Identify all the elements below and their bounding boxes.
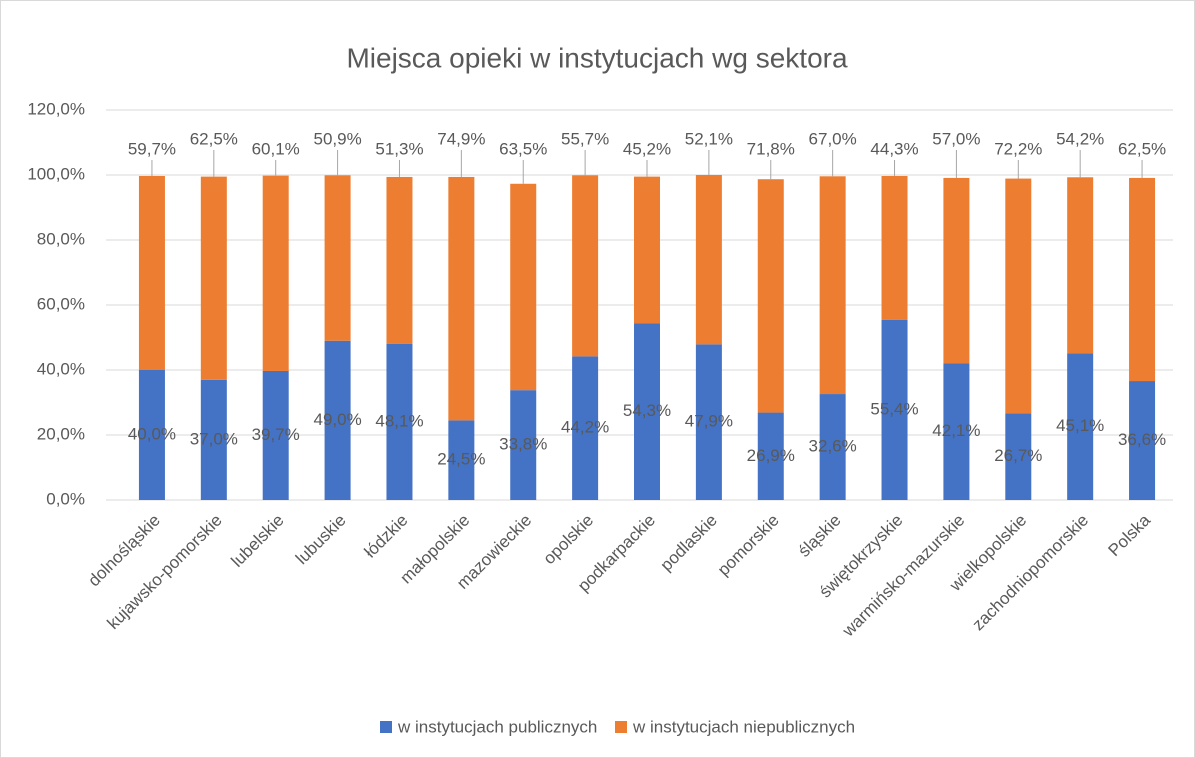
bar-segment — [943, 177, 970, 364]
bar-segment — [695, 175, 722, 345]
data-label: 67,0% — [809, 129, 857, 148]
bar-segment — [200, 379, 227, 500]
data-label: 55,4% — [870, 399, 918, 418]
data-label: 72,2% — [994, 139, 1042, 158]
bar-segment — [510, 390, 537, 500]
bar-segment — [757, 412, 784, 500]
y-tick-label: 100,0% — [27, 164, 85, 183]
bar-segment — [386, 343, 413, 500]
y-tick-label: 60,0% — [37, 294, 85, 313]
bar-segment — [572, 356, 599, 500]
chart-title: Miejsca opieki w instytucjach wg sektora — [346, 42, 848, 73]
data-label: 24,5% — [437, 450, 485, 469]
bar-segment — [1129, 381, 1156, 500]
bar-segment — [695, 344, 722, 500]
legend-swatch — [380, 721, 392, 733]
data-label: 63,5% — [499, 139, 547, 158]
y-tick-label: 0,0% — [46, 489, 85, 508]
bar-segment — [386, 176, 413, 344]
bar-segment — [1005, 178, 1032, 414]
data-label: 51,3% — [375, 139, 423, 158]
bar-segment — [200, 176, 227, 380]
bar-segment — [262, 175, 289, 371]
legend-label: w instytucjach niepublicznych — [632, 717, 855, 736]
data-label: 55,7% — [561, 129, 609, 148]
bar-segment — [510, 183, 537, 391]
legend-label: w instytucjach publicznych — [397, 717, 597, 736]
data-label: 62,5% — [190, 129, 238, 148]
bar-segment — [448, 420, 475, 500]
data-label: 59,7% — [128, 139, 176, 158]
data-label: 33,8% — [499, 435, 547, 454]
bar-segment — [138, 175, 165, 370]
data-label: 62,5% — [1118, 139, 1166, 158]
bar-segment — [819, 176, 846, 395]
data-label: 52,1% — [685, 129, 733, 148]
data-label: 42,1% — [932, 421, 980, 440]
data-label: 45,2% — [623, 139, 671, 158]
bar-segment — [881, 319, 908, 500]
data-label: 57,0% — [932, 129, 980, 148]
bar-segment — [881, 175, 908, 320]
data-label: 71,8% — [747, 139, 795, 158]
data-label: 74,9% — [437, 129, 485, 148]
bar-segment — [138, 370, 165, 500]
data-label: 32,6% — [809, 437, 857, 456]
data-label: 54,3% — [623, 401, 671, 420]
data-label: 49,0% — [313, 410, 361, 429]
data-label: 36,6% — [1118, 430, 1166, 449]
bar-segment — [324, 175, 351, 341]
data-label: 40,0% — [128, 424, 176, 443]
data-label: 44,3% — [870, 139, 918, 158]
y-tick-label: 80,0% — [37, 229, 85, 248]
bar-segment — [1067, 353, 1094, 500]
data-label: 26,7% — [994, 446, 1042, 465]
data-label: 48,1% — [375, 411, 423, 430]
legend-swatch — [615, 721, 627, 733]
data-label: 47,9% — [685, 412, 733, 431]
y-tick-label: 20,0% — [37, 424, 85, 443]
bar-segment — [943, 363, 970, 500]
bar-segment — [757, 179, 784, 413]
data-label: 26,9% — [747, 446, 795, 465]
bar-segment — [262, 370, 289, 500]
data-label: 44,2% — [561, 418, 609, 437]
bar-segment — [572, 175, 599, 357]
bar-segment — [634, 176, 660, 324]
y-tick-label: 40,0% — [37, 359, 85, 378]
bar-segment — [1005, 413, 1032, 500]
bar-segment — [448, 176, 475, 421]
bar-segment — [819, 394, 846, 500]
data-label: 50,9% — [313, 129, 361, 148]
data-label: 37,0% — [190, 429, 238, 448]
bar-segment — [1067, 177, 1094, 354]
data-label: 39,7% — [252, 425, 300, 444]
data-label: 45,1% — [1056, 416, 1104, 435]
data-label: 54,2% — [1056, 129, 1104, 148]
bar-segment — [1129, 177, 1156, 382]
y-tick-label: 120,0% — [27, 99, 85, 118]
bar-segment — [324, 340, 351, 500]
data-label: 60,1% — [252, 139, 300, 158]
bar-segment — [634, 323, 660, 500]
